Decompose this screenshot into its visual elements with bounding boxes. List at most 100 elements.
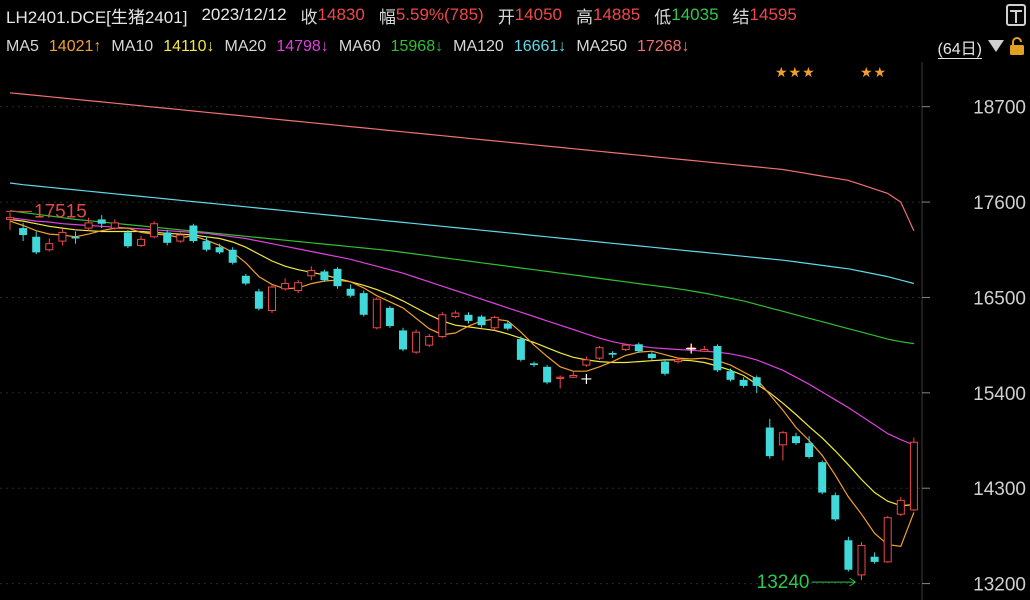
close-value: 14830 <box>317 5 365 24</box>
candle <box>883 515 892 563</box>
candle <box>831 492 840 522</box>
change-label: 幅 <box>378 7 396 27</box>
ma20-line <box>9 217 915 446</box>
candle-body <box>896 499 905 515</box>
y-tick-label: 18700 <box>973 98 1026 119</box>
candle <box>163 229 172 246</box>
candle <box>385 306 394 328</box>
candle <box>582 356 591 367</box>
candle <box>464 312 473 324</box>
ma10-label[interactable]: MA10 <box>111 38 154 55</box>
candle-body <box>857 544 866 576</box>
candle <box>530 361 538 367</box>
candle <box>726 368 735 382</box>
candle-body <box>84 222 93 229</box>
candle <box>713 344 722 373</box>
candle <box>451 310 460 319</box>
y-tick-label: 17600 <box>973 193 1026 214</box>
candle-body <box>163 232 172 243</box>
candle <box>595 346 604 360</box>
candle <box>896 496 905 516</box>
candle <box>752 375 761 393</box>
symbol-label[interactable]: LH2401.DCE[生猪2401] <box>6 7 188 27</box>
y-tick-label: 16500 <box>973 288 1026 309</box>
candle <box>399 327 407 352</box>
ma250-label[interactable]: MA250 <box>576 38 628 55</box>
candle <box>844 536 853 572</box>
candle-body <box>503 323 512 329</box>
annotations: 17515 13240 <box>6 201 856 593</box>
candle-body <box>32 236 41 253</box>
candle <box>425 333 434 347</box>
candle-body <box>268 286 276 311</box>
candle <box>792 432 800 445</box>
candle-body <box>595 347 604 359</box>
candlestick-chart[interactable]: 18700 17600 16500 15400 14300 13200 17515 1324… <box>0 62 1030 600</box>
candle <box>281 278 290 291</box>
candle-body <box>792 436 800 444</box>
candle <box>412 329 421 354</box>
candle-body <box>726 371 735 380</box>
candle-body <box>189 225 198 242</box>
low-label: 低 <box>654 7 672 27</box>
candle-body <box>569 374 578 378</box>
ma120-label[interactable]: MA120 <box>453 38 504 55</box>
candle <box>150 221 159 239</box>
candle-body <box>320 271 329 281</box>
ma5-value: 14021↑ <box>48 38 102 55</box>
period-selector[interactable]: (64日) <box>937 35 982 59</box>
candle-body <box>490 316 499 329</box>
candle-body <box>241 275 250 284</box>
candle-body <box>582 359 591 366</box>
dropdown-triangle-icon[interactable] <box>988 40 1004 52</box>
candle-body <box>425 335 434 346</box>
candle-body <box>71 236 80 239</box>
candle <box>202 236 211 252</box>
ma60-line <box>9 210 914 345</box>
candle-body <box>150 223 159 238</box>
candle-body <box>399 330 407 350</box>
candle-body <box>765 427 774 457</box>
candle <box>19 222 28 242</box>
candle-body <box>412 331 421 353</box>
candle <box>818 460 827 495</box>
candle-body <box>228 249 237 263</box>
candle-body <box>883 517 892 563</box>
candle <box>647 352 656 360</box>
candle <box>621 343 630 352</box>
ma60-value: 15968↓ <box>390 38 444 55</box>
candle-body <box>700 348 709 352</box>
calculator-icon[interactable] <box>1005 4 1027 26</box>
moving-average-lines <box>9 92 915 547</box>
candle <box>346 284 355 298</box>
ma60-label[interactable]: MA60 <box>338 38 381 55</box>
candle-body <box>333 268 342 287</box>
ma20-label[interactable]: MA20 <box>224 38 267 55</box>
candle <box>739 377 748 388</box>
change-value: 5.59%(785) <box>395 5 484 24</box>
ma5-label[interactable]: MA5 <box>6 38 39 55</box>
candle <box>477 314 486 328</box>
candle-body <box>110 222 119 229</box>
candle-body <box>6 217 14 220</box>
y-tick-label: 13200 <box>973 575 1026 596</box>
quote-header: LH2401.DCE[生猪2401] 2023/12/12 收 14830 幅 … <box>0 0 1030 30</box>
candle <box>6 212 14 230</box>
date-label: 2023/12/12 <box>201 5 287 24</box>
candle-body <box>818 462 827 493</box>
candle <box>189 223 198 243</box>
candle-body <box>307 270 316 277</box>
candle-body <box>870 556 879 562</box>
candle-body <box>909 441 918 511</box>
lock-icon[interactable] <box>1008 36 1026 56</box>
candle-body <box>438 314 447 337</box>
settle-value: 14595 <box>749 5 797 24</box>
candle-body <box>739 379 748 386</box>
candle <box>805 436 814 459</box>
ma250-line <box>9 92 915 232</box>
candle <box>674 358 683 364</box>
candle <box>307 266 316 281</box>
candle-body <box>123 232 132 247</box>
candle <box>556 375 565 389</box>
low-value: 14035 <box>671 5 719 24</box>
